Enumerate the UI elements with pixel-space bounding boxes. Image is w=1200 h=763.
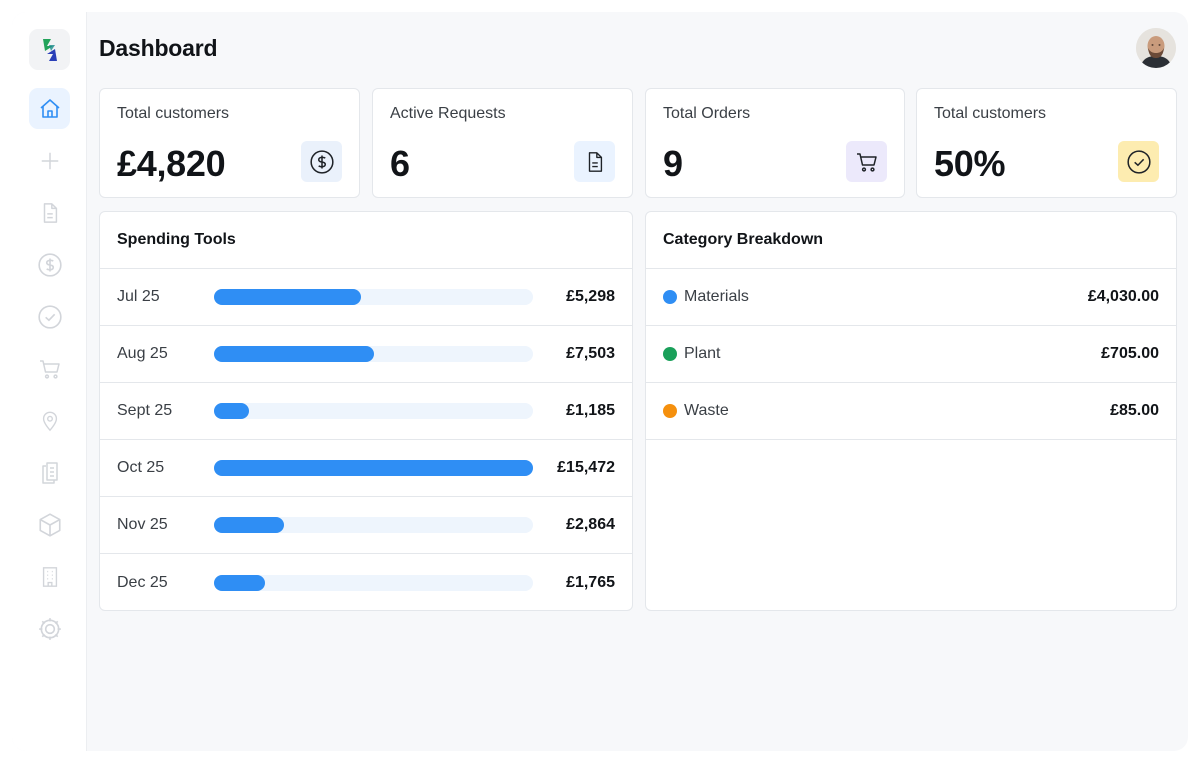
spending-row: Aug 25 £7,503 — [100, 326, 632, 383]
spending-bar-fill — [214, 289, 361, 305]
building-icon — [42, 566, 57, 587]
app-frame: Dashboard Total customers £4,820 Active … — [12, 12, 1188, 751]
spending-amount: £2,864 — [566, 516, 615, 533]
app-logo[interactable] — [29, 29, 70, 70]
category-row: Waste £85.00 — [646, 383, 1176, 440]
stat-card-total-customers: Total customers £4,820 — [99, 88, 360, 198]
category-amount: £85.00 — [1110, 402, 1159, 419]
stat-card-total-orders: Total Orders 9 — [645, 88, 905, 198]
category-name: Materials — [684, 288, 749, 305]
stat-value: 9 — [663, 143, 683, 184]
document-icon — [588, 151, 602, 172]
spending-tools-panel: Spending Tools Jul 25 £5,298 Aug 25 £7,503 S… — [99, 211, 633, 611]
spending-bar-fill — [214, 517, 285, 533]
sidebar-item-reports[interactable] — [29, 452, 70, 493]
category-row: Plant £705.00 — [646, 326, 1176, 383]
dollar-circle-icon — [309, 149, 334, 174]
category-amount: £4,030.00 — [1087, 288, 1159, 305]
category-color-dot — [663, 404, 677, 418]
spending-month: Jul 25 — [117, 288, 160, 305]
sidebar-item-settings[interactable] — [29, 608, 70, 649]
plus-icon — [41, 152, 58, 169]
spending-month: Dec 25 — [117, 573, 168, 591]
spending-row: Jul 25 £5,298 — [100, 269, 632, 326]
sidebar-item-sites[interactable] — [29, 556, 70, 597]
sidebar-item-orders[interactable] — [29, 348, 70, 389]
spending-amount: £5,298 — [566, 288, 615, 305]
stat-value: 50% — [934, 143, 1006, 184]
stat-label: Active Requests — [390, 105, 506, 122]
dollar-circle-icon — [37, 252, 62, 277]
spending-amount: £15,472 — [557, 459, 615, 476]
sidebar-item-locations[interactable] — [29, 400, 70, 441]
sidebar-item-approvals[interactable] — [29, 296, 70, 337]
stat-value: 6 — [390, 143, 410, 184]
spending-bar-track — [214, 460, 533, 476]
spending-amount: £1,185 — [566, 402, 615, 419]
spending-month: Sept 25 — [117, 402, 173, 419]
sidebar-item-home[interactable] — [29, 88, 70, 129]
stat-label: Total Orders — [663, 105, 751, 122]
spending-bar-fill — [214, 574, 266, 591]
spending-bar-track — [214, 517, 533, 533]
spending-row: Dec 25 £1,765 — [100, 554, 632, 610]
sidebar — [12, 12, 87, 751]
spending-bar-fill — [214, 460, 533, 476]
avatar[interactable] — [1136, 28, 1176, 68]
stat-value: £4,820 — [117, 143, 226, 184]
spending-bar-track — [214, 346, 533, 362]
document-icon — [43, 202, 57, 223]
stat-icon-badge — [301, 141, 342, 182]
spending-month: Oct 25 — [117, 459, 165, 476]
spending-amount: £1,765 — [566, 573, 615, 591]
category-breakdown-panel: Category Breakdown Materials £4,030.00 Pla… — [645, 211, 1177, 611]
spending-month: Nov 25 — [117, 516, 168, 533]
spending-bar-track — [214, 574, 533, 591]
category-color-dot — [663, 347, 677, 361]
spending-row: Sept 25 £1,185 — [100, 383, 632, 440]
spending-bar-fill — [214, 403, 250, 419]
cart-icon — [39, 359, 60, 379]
category-name: Plant — [684, 345, 721, 362]
sidebar-item-add[interactable] — [29, 140, 70, 181]
spending-row: Nov 25 £2,864 — [100, 497, 632, 554]
stat-icon-badge — [846, 141, 887, 182]
category-row: Materials £4,030.00 — [646, 269, 1176, 326]
spending-month: Aug 25 — [117, 345, 168, 362]
page-title: Dashboard — [99, 35, 218, 61]
stat-label: Total customers — [934, 105, 1047, 122]
spending-bar-track — [214, 403, 533, 419]
box-icon — [38, 512, 61, 537]
settings-icon — [38, 617, 61, 640]
main-content: Dashboard Total customers £4,820 Active … — [87, 12, 1188, 751]
cart-icon — [856, 152, 877, 172]
spending-bar-fill — [214, 346, 374, 362]
category-color-dot — [663, 290, 677, 304]
stat-card-total-customers-percent: Total customers 50% — [916, 88, 1177, 198]
spending-row: Oct 25 £15,472 — [100, 440, 632, 497]
category-name: Waste — [684, 402, 729, 419]
stat-icon-badge — [1118, 141, 1159, 182]
panel-title: Category Breakdown — [646, 212, 1176, 269]
clipboard-icon — [41, 461, 58, 484]
stat-card-active-requests: Active Requests 6 — [372, 88, 633, 198]
check-circle-icon — [37, 304, 62, 329]
sidebar-item-payments[interactable] — [29, 244, 70, 285]
sidebar-item-documents[interactable] — [29, 192, 70, 233]
stat-icon-badge — [574, 141, 615, 182]
panel-title: Spending Tools — [100, 212, 632, 269]
spending-amount: £7,503 — [566, 345, 615, 362]
location-pin-icon — [42, 411, 57, 431]
home-icon — [39, 98, 60, 118]
stat-label: Total customers — [117, 105, 230, 122]
category-amount: £705.00 — [1101, 345, 1159, 362]
sidebar-item-inventory[interactable] — [29, 504, 70, 545]
spending-bar-track — [214, 289, 533, 305]
check-circle-icon — [1126, 149, 1151, 174]
